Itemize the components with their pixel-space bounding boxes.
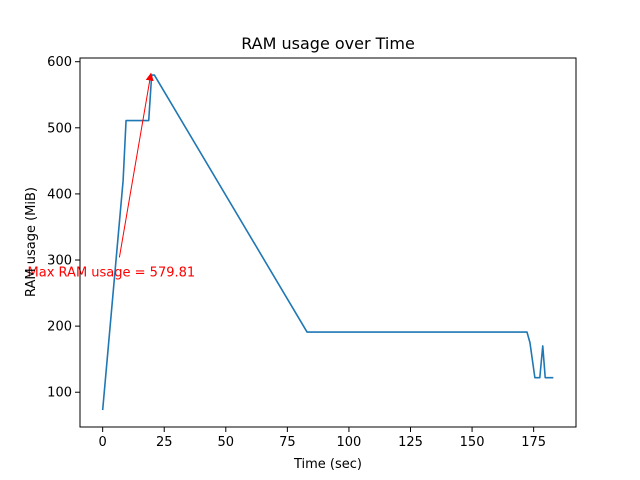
y-tick-label: 200: [47, 320, 72, 335]
series-line: [101, 74, 554, 411]
x-tick-label: 0: [99, 435, 107, 450]
chart-title: RAM usage over Time: [241, 34, 415, 53]
x-tick-label: 75: [279, 435, 296, 450]
plot-frame: [79, 57, 577, 428]
y-tick-label: 300: [47, 254, 72, 269]
x-tick-label: 175: [521, 435, 546, 450]
x-tick-label: 50: [218, 435, 235, 450]
y-tick-label: 600: [47, 55, 72, 70]
y-tick-label: 100: [47, 386, 72, 401]
x-tick-label: 100: [337, 435, 362, 450]
series-layer: [101, 74, 554, 411]
y-tick-label: 400: [47, 187, 72, 202]
x-tick-label: 150: [460, 435, 485, 450]
annotation-arrow: [118, 72, 154, 258]
y-axis: 100 200 300 400 500 600: [47, 55, 80, 401]
x-tick-label: 125: [398, 435, 423, 450]
annotation-layer: Max RAM usage = 579.81: [28, 72, 196, 280]
y-tick-label: 500: [47, 121, 72, 136]
max-ram-annotation: Max RAM usage = 579.81: [28, 265, 196, 280]
x-axis: 0 25 50 75 100 125 150 175: [99, 427, 546, 450]
plot-area: [80, 58, 576, 427]
x-tick-label: 25: [156, 435, 173, 450]
x-axis-label: Time (sec): [293, 457, 362, 472]
y-axis-label: RAM usage (MiB): [24, 187, 39, 297]
